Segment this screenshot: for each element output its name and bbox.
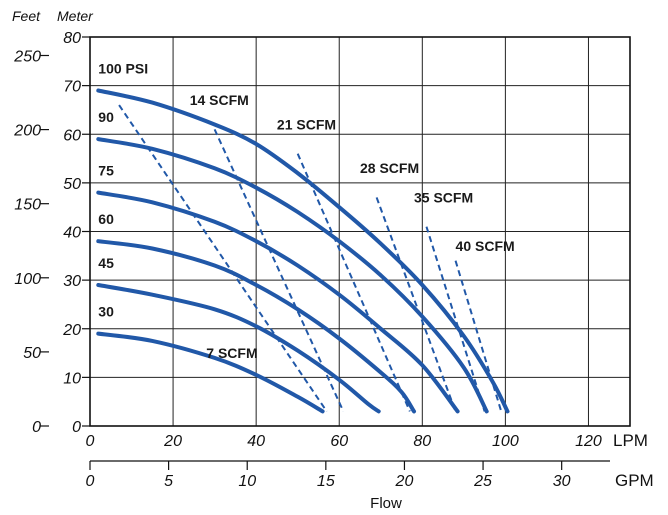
feet-tick-50: 50 — [23, 345, 41, 362]
lpm-tick-100: 100 — [492, 433, 519, 450]
scfm-label-7-scfm: 7 SCFM — [206, 345, 257, 361]
curve-label-100-psi: 100 PSI — [98, 60, 148, 76]
scfm-label-28-scfm: 28 SCFM — [360, 160, 419, 176]
gpm-tick-15: 15 — [317, 473, 335, 490]
tick-labels: 0 20 40 60 80 100 1200102030405060708005010015… — [13, 30, 602, 490]
gpm-tick-30: 30 — [553, 473, 571, 490]
meter-tick-60: 60 — [63, 127, 81, 144]
pressure-curve-90 — [96, 137, 489, 414]
lpm-tick-0: 0 — [86, 433, 95, 450]
curve-label-60: 60 — [98, 211, 114, 227]
lpm-unit-label: LPM — [613, 431, 648, 450]
feet-tick-0: 0 — [32, 419, 41, 436]
curve-label-90: 90 — [98, 109, 114, 125]
gpm-tick-20: 20 — [395, 473, 414, 490]
meter-tick-30: 30 — [63, 273, 81, 290]
pressure-curve-100-psi — [96, 88, 510, 414]
gpm-tick-25: 25 — [473, 473, 492, 490]
meter-tick-40: 40 — [63, 225, 81, 242]
grid — [90, 37, 630, 426]
feet-tick-100: 100 — [14, 271, 41, 288]
meter-tick-10: 10 — [63, 370, 81, 387]
meter-tick-80: 80 — [63, 30, 81, 47]
pressure-curves — [96, 88, 510, 414]
curve-label-30: 30 — [98, 304, 114, 320]
pressure-curve-45 — [96, 283, 381, 414]
scfm-line-28-scfm — [375, 197, 457, 412]
scfm-line-7-scfm — [118, 104, 328, 412]
feet-axis-title: Feet — [12, 8, 41, 24]
lpm-tick-120: 120 — [575, 433, 602, 450]
meter-tick-20: 20 — [62, 322, 81, 339]
curve-label-45: 45 — [98, 255, 114, 271]
meter-axis-title: Meter — [57, 8, 94, 24]
gpm-unit-label: GPM — [615, 471, 654, 490]
scfm-label-21-scfm: 21 SCFM — [277, 116, 336, 132]
scfm-label-35-scfm: 35 SCFM — [414, 189, 473, 205]
lpm-tick-80: 80 — [413, 433, 431, 450]
meter-tick-0: 0 — [72, 419, 81, 436]
pressure-curve-60 — [96, 239, 416, 414]
lpm-tick-40: 40 — [247, 433, 265, 450]
feet-tick-150: 150 — [14, 197, 41, 214]
lpm-tick-20: 20 — [163, 433, 182, 450]
meter-tick-50: 50 — [63, 176, 81, 193]
feet-tick-250: 250 — [13, 48, 41, 65]
curve-labels: 100 PSI 90 75 60 45 30 7 SCFM 14 SCFM 21 SCFM 28 … — [98, 60, 514, 360]
scfm-label-14-scfm: 14 SCFM — [190, 92, 249, 108]
scfm-lines — [118, 104, 503, 412]
meter-tick-70: 70 — [63, 79, 81, 96]
scfm-line-21-scfm — [296, 153, 411, 412]
pressure-curve-75 — [96, 190, 460, 414]
gpm-tick-0: 0 — [86, 473, 95, 490]
scfm-label-40-scfm: 40 SCFM — [456, 238, 515, 254]
gpm-tick-10: 10 — [238, 473, 256, 490]
lpm-tick-60: 60 — [330, 433, 348, 450]
feet-tick-200: 200 — [13, 123, 41, 140]
curve-label-75: 75 — [98, 163, 114, 179]
gpm-tick-5: 5 — [164, 473, 173, 490]
pressure-curve-30 — [96, 331, 325, 414]
flow-axis-title: Flow — [370, 495, 402, 512]
scfm-line-35-scfm — [425, 226, 486, 412]
